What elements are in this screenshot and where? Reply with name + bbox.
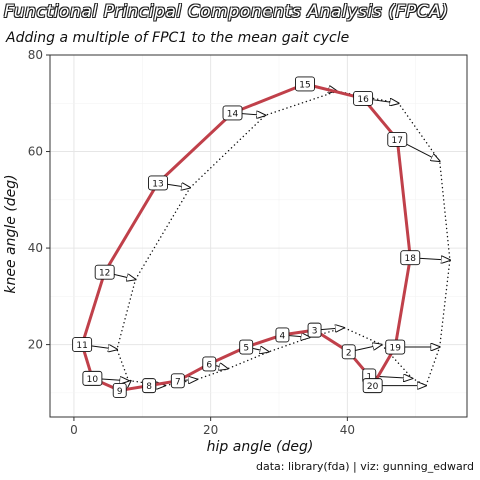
- point-label-box: [72, 337, 93, 353]
- point-label-box: [142, 378, 157, 394]
- point-label: 20: [362, 378, 383, 394]
- point-label: 2: [341, 344, 356, 360]
- point-label-text: 17: [392, 136, 403, 146]
- point-label: 18: [400, 250, 421, 266]
- point-label: 6: [202, 356, 217, 372]
- panel-border: [49, 54, 468, 418]
- y-axis-ticks: 20 40 60 80: [28, 48, 50, 352]
- point-label-box: [387, 132, 408, 147]
- chart-caption: data: library(fda) | viz: gunning_edward: [256, 460, 474, 473]
- point-label-box: [307, 322, 322, 338]
- point-label-box: [112, 383, 127, 398]
- point-label: 17: [387, 132, 408, 147]
- point-label-text: 3: [312, 327, 318, 337]
- point-label-text: 14: [227, 109, 239, 119]
- point-label-text: 9: [117, 387, 123, 397]
- point-label: 7: [170, 373, 185, 389]
- point-label-box: [82, 370, 103, 386]
- point-label-text: 2: [346, 348, 352, 358]
- point-label-box: [275, 327, 290, 343]
- point-label-text: 8: [146, 382, 152, 392]
- point-label-box: [94, 264, 115, 280]
- point-label-box: [295, 76, 315, 92]
- y-tick-label: 40: [28, 241, 43, 255]
- point-label-text: 5: [243, 344, 249, 354]
- point-label-text: 12: [99, 269, 110, 279]
- point-label-text: 18: [405, 254, 417, 264]
- y-tick-label: 20: [28, 338, 43, 352]
- point-label-box: [148, 175, 168, 191]
- point-label-box: [362, 378, 383, 394]
- x-tick-label: 0: [70, 423, 78, 437]
- point-label-text: 15: [299, 80, 310, 90]
- point-label-text: 20: [367, 382, 379, 392]
- point-label-text: 6: [206, 360, 212, 370]
- point-label-box: [239, 339, 254, 355]
- point-label: 19: [385, 339, 406, 355]
- point-label: 10: [82, 370, 103, 386]
- point-label: 8: [142, 378, 157, 394]
- point-label-box: [385, 339, 406, 355]
- point-label-text: 7: [175, 377, 181, 387]
- point-label: 5: [239, 339, 254, 355]
- chart-title: Functional Principal Components Analysis…: [4, 2, 449, 22]
- point-label: 13: [148, 175, 168, 191]
- point-label-text: 13: [152, 179, 163, 189]
- point-label: 4: [275, 327, 290, 343]
- point-label: 15: [295, 76, 315, 92]
- y-axis-label: knee angle (deg): [3, 174, 19, 293]
- point-label-text: 10: [87, 375, 99, 385]
- point-label-box: [202, 356, 217, 372]
- y-tick-label: 80: [28, 48, 43, 62]
- point-label-text: 4: [280, 331, 286, 341]
- x-axis-label: hip angle (deg): [207, 439, 314, 455]
- point-label-box: [222, 105, 243, 121]
- point-label-text: 19: [389, 344, 401, 354]
- x-axis-ticks: 0 20 40: [70, 417, 355, 437]
- point-label: 14: [222, 105, 243, 121]
- point-label: 16: [353, 90, 374, 106]
- point-label: 9: [112, 383, 127, 398]
- point-label-box: [341, 344, 356, 360]
- point-label-box: [170, 373, 185, 389]
- point-label: 3: [307, 322, 322, 338]
- point-label-text: 16: [357, 95, 369, 105]
- point-label-box: [400, 250, 421, 266]
- point-label-text: 1: [366, 372, 372, 382]
- chart-subtitle: Adding a multiple of FPC1 to the mean ga…: [6, 30, 350, 46]
- point-label: 11: [72, 337, 93, 353]
- point-label: 12: [94, 264, 115, 280]
- x-tick-label: 40: [340, 423, 355, 437]
- point-label-box: [353, 90, 374, 106]
- point-label-text: 11: [76, 341, 87, 351]
- grid-layer: [50, 54, 467, 417]
- x-tick-label: 20: [203, 423, 218, 437]
- y-tick-label: 60: [28, 145, 43, 159]
